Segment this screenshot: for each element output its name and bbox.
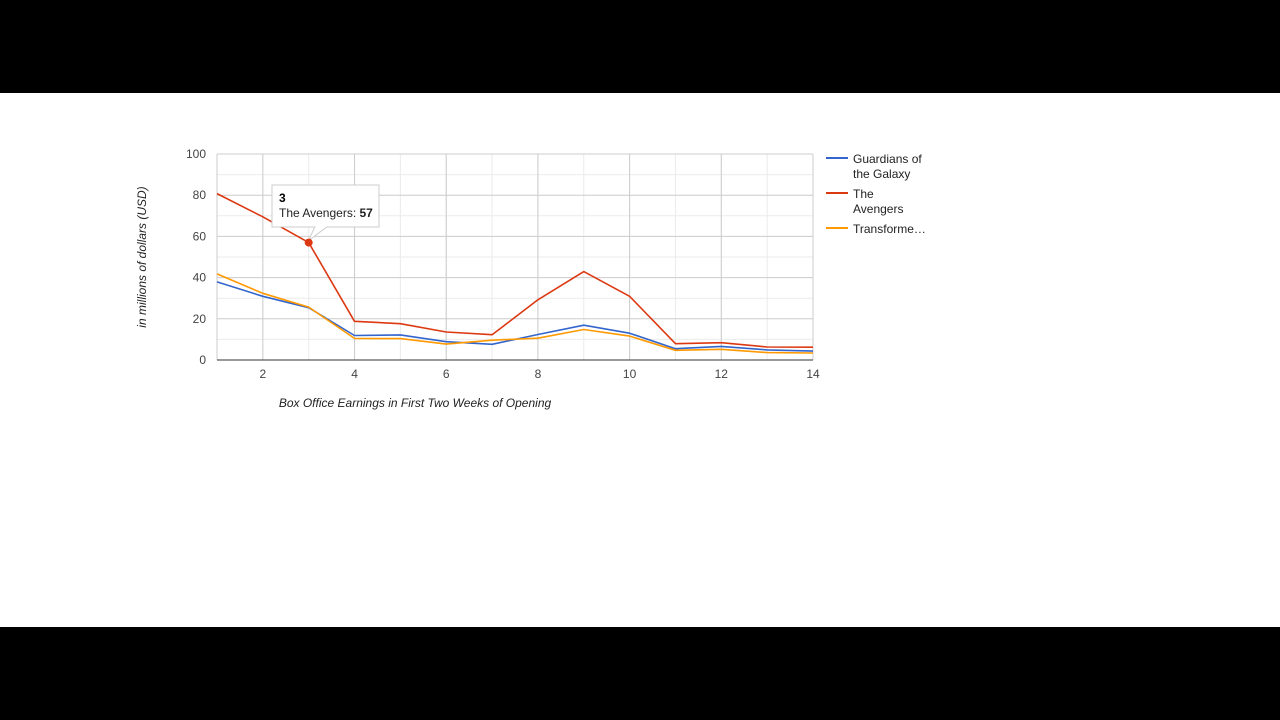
y-tick-label: 40: [193, 271, 207, 285]
tooltip-value: 57: [360, 206, 374, 220]
y-tick-label: 60: [193, 229, 207, 243]
tooltip-box: [271, 184, 380, 243]
y-tick-label: 80: [193, 188, 207, 202]
legend-label-0: the Galaxy: [853, 167, 910, 181]
y-tick-label: 100: [186, 147, 206, 161]
legend-label-1: The: [853, 187, 874, 201]
y-tick-label: 20: [193, 312, 207, 326]
highlighted-point: [304, 238, 313, 247]
x-tick-label: 6: [443, 367, 450, 381]
line-chart: 0 20 40 60 80 100 2 4 6 8 10 12 14 Box Office Earning…: [135, 147, 926, 410]
x-tick-label: 12: [715, 367, 729, 381]
chart-canvas: 0 20 40 60 80 100 2 4 6 8 10 12 14 Box Office Earning…: [0, 93, 1280, 627]
tooltip-series-label: The Avengers:: [279, 206, 360, 220]
x-tick-label: 10: [623, 367, 637, 381]
y-axis-title: in millions of dollars (USD): [135, 186, 149, 327]
legend-label-0: Guardians of: [853, 152, 922, 166]
x-tick-label: 14: [806, 367, 820, 381]
series-line-2: [216, 273, 814, 354]
tooltip-title: 3: [279, 191, 286, 205]
legend-label-2: Transforme…: [853, 222, 926, 236]
x-tick-label: 4: [351, 367, 358, 381]
x-tick-label: 2: [260, 367, 267, 381]
x-tick-label: 8: [535, 367, 542, 381]
letterbox-bottom: [0, 627, 1280, 720]
series-line-1: [216, 192, 814, 348]
y-tick-label: 0: [199, 353, 206, 367]
x-axis-title: Box Office Earnings in First Two Weeks o…: [279, 396, 552, 410]
letterbox-top: [0, 0, 1280, 93]
legend-label-1: Avengers: [853, 202, 903, 216]
tooltip-value-line: The Avengers: 57: [279, 206, 373, 220]
